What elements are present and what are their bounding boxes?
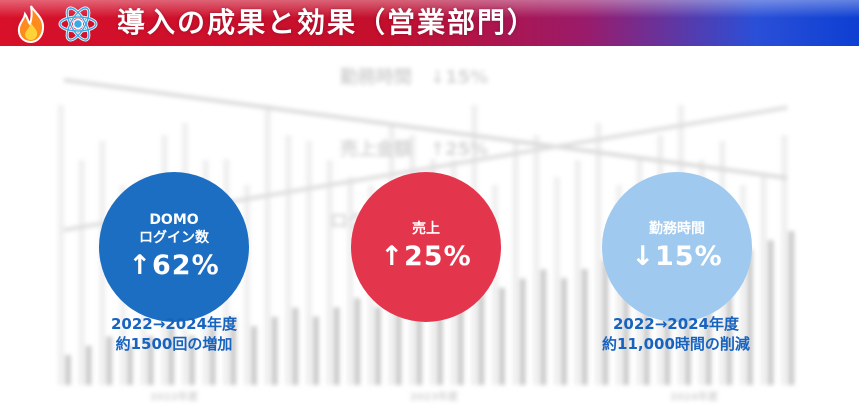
background-year-2022: 2022年度 — [150, 390, 199, 403]
background-bar-short — [416, 288, 423, 385]
background-bar-short — [147, 336, 154, 385]
background-year-2024: 2024年度 — [670, 390, 719, 403]
background-bar-short — [457, 288, 464, 385]
metric-value-hours: ↓15% — [631, 241, 723, 272]
background-bar-tall — [285, 135, 292, 385]
metric-circle-hours: 勤務時間 ↓15% — [602, 172, 752, 322]
background-bar-short — [623, 268, 629, 385]
background-bar-tall — [244, 185, 250, 385]
background-bar-short — [189, 335, 195, 385]
background-bar-short — [499, 287, 505, 385]
metric-value-login: ↑62% — [128, 250, 220, 281]
background-bar-short — [209, 326, 216, 385]
metric-label-sales: 売上 — [412, 221, 440, 237]
background-bar-tall — [554, 177, 560, 385]
background-bar-short — [168, 327, 175, 385]
caption-login-period: 2022→2024年度 — [110, 315, 238, 333]
background-bar-short — [602, 259, 609, 385]
background-bar-tall — [512, 141, 519, 385]
metric-circle-sales: 売上 ↑25% — [351, 172, 501, 322]
background-bar-tall — [347, 177, 354, 385]
metric-circle-login: DOMO ログイン数 ↑62% — [99, 172, 249, 322]
background-bar-short — [643, 259, 650, 385]
background-trend-line-down — [63, 78, 788, 180]
background-bar-short — [230, 317, 237, 385]
background-bar-short — [65, 355, 71, 385]
background-bar-short — [747, 249, 753, 385]
caption-login: 2022→2024年度 約1500回の増加 — [88, 314, 260, 354]
background-bar-short — [333, 307, 340, 385]
background-bar-tall — [58, 105, 64, 385]
background-bar-tall — [781, 135, 788, 385]
background-bar-short — [767, 240, 774, 385]
background-bar-short — [685, 259, 691, 385]
background-bar-short — [540, 269, 547, 385]
background-bar-short — [788, 231, 795, 385]
background-year-2023: 2023年度 — [410, 390, 459, 403]
background-bar-tall — [264, 105, 271, 385]
background-bar-short — [561, 278, 567, 385]
background-bar-tall — [574, 160, 581, 385]
caption-hours-period: 2022→2024年度 — [612, 315, 740, 333]
metric-label-login-count: ログイン数 — [139, 230, 209, 246]
header-glow — [0, 0, 859, 18]
background-bar-short — [292, 307, 299, 385]
caption-hours: 2022→2024年度 約11,000時間の削減 — [588, 314, 764, 354]
background-bar-short — [354, 298, 361, 385]
background-bar-tall — [740, 185, 746, 385]
background-bar-tall — [595, 123, 602, 385]
background-bar-tall — [492, 185, 498, 385]
caption-hours-detail: 約11,000時間の削減 — [602, 335, 750, 353]
background-bar-tall — [326, 160, 333, 385]
background-bar-short — [106, 336, 113, 385]
metric-value-sales: ↑25% — [380, 241, 472, 272]
background-bar-short — [726, 240, 733, 385]
metric-label-hours: 勤務時間 — [649, 221, 705, 237]
background-bar-short — [127, 345, 133, 385]
metric-label-domo: DOMO — [149, 212, 199, 228]
background-bar-tall — [533, 135, 540, 385]
background-label-hours: 勤務時間 ↓15% — [340, 66, 488, 88]
background-bar-short — [581, 269, 588, 385]
background-bar-short — [395, 297, 402, 385]
background-bar-short — [437, 297, 443, 385]
header-banner: 導入の成果と効果（営業部門） — [0, 0, 859, 46]
page-title: 導入の成果と効果（営業部門） — [117, 6, 538, 39]
flame-icon — [17, 5, 45, 44]
background-bar-short — [85, 345, 92, 385]
background-label-sales: 売上金額 ↑25% — [340, 138, 488, 160]
atom-icon — [58, 6, 98, 42]
background-bar-tall — [760, 177, 767, 385]
background-bar-tall — [78, 160, 85, 385]
background-bar-short — [375, 307, 381, 385]
background-bar-short — [251, 326, 257, 385]
background-bar-short — [519, 278, 526, 385]
caption-login-detail: 約1500回の増加 — [115, 335, 233, 353]
background-bar-tall — [306, 141, 312, 385]
background-bar-short — [271, 317, 278, 385]
background-bar-short — [478, 279, 485, 385]
background-bar-short — [313, 316, 319, 385]
background-bar-short — [705, 249, 712, 385]
